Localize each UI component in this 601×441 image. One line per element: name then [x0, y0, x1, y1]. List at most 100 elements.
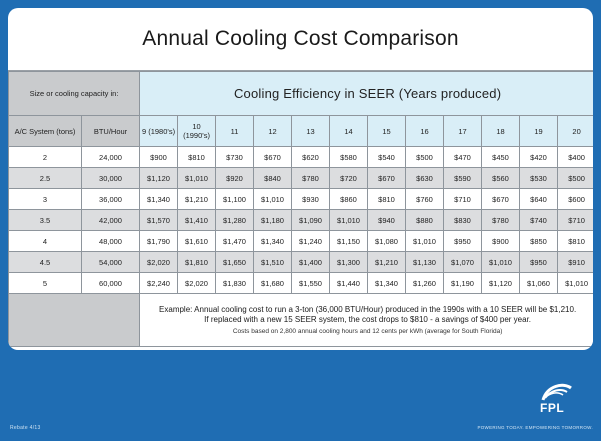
cost-cell: $1,150 [329, 230, 369, 252]
cost-cell: $1,570 [139, 209, 179, 231]
seer-col-header: 11 [215, 115, 255, 147]
page-title: Annual Cooling Cost Comparison [8, 8, 593, 71]
tons-cell: 3.5 [8, 209, 82, 231]
cost-cell: $1,410 [177, 209, 217, 231]
cost-cell: $810 [177, 146, 217, 168]
form-number: Rebate 4/13 [10, 425, 41, 431]
cost-cell: $1,010 [557, 272, 593, 294]
tons-cell: 2 [8, 146, 82, 168]
size-header: Size or cooling capacity in: [8, 71, 141, 116]
cost-cell: $850 [519, 230, 559, 252]
seer-header: Cooling Efficiency in SEER (Years produc… [139, 71, 593, 116]
cost-comparison-card: Annual Cooling Cost Comparison Size or c… [8, 8, 593, 350]
cost-cell: $470 [443, 146, 483, 168]
cost-cell: $1,470 [215, 230, 255, 252]
cost-cell: $1,180 [253, 209, 293, 231]
cost-cell: $1,550 [291, 272, 331, 294]
cost-cell: $1,120 [481, 272, 521, 294]
cost-cell: $950 [519, 251, 559, 273]
cost-cell: $1,210 [177, 188, 217, 210]
cost-cell: $1,010 [253, 188, 293, 210]
cost-cell: $1,280 [215, 209, 255, 231]
btu-cell: 54,000 [80, 251, 141, 273]
cost-cell: $1,010 [177, 167, 217, 189]
cost-cell: $830 [443, 209, 483, 231]
table-row: 3.5 42,000 $1,570 $1,410 $1,280 $1,180 $1,090 $… [8, 209, 593, 231]
table-body: 2 24,000 $900 $810 $730 $670 $620 $580 $540 $500 $… [8, 146, 593, 294]
cost-cell: $760 [405, 188, 445, 210]
cost-cell: $1,510 [253, 251, 293, 273]
cost-cell: $1,340 [139, 188, 179, 210]
cost-cell: $1,790 [139, 230, 179, 252]
cost-cell: $900 [481, 230, 521, 252]
tagline: POWERING TODAY. EMPOWERING TOMORROW. [477, 425, 593, 430]
cost-cell: $880 [405, 209, 445, 231]
cost-cell: $940 [367, 209, 407, 231]
cost-cell: $1,060 [519, 272, 559, 294]
cost-cell: $1,440 [329, 272, 369, 294]
cost-cell: $580 [329, 146, 369, 168]
cost-cell: $1,120 [139, 167, 179, 189]
tons-cell: 5 [8, 272, 82, 294]
cost-cell: $1,090 [291, 209, 331, 231]
cost-cell: $910 [557, 251, 593, 273]
table-row: 3 36,000 $1,340 $1,210 $1,100 $1,010 $930 $860 $… [8, 188, 593, 210]
seer-col-header: 19 [519, 115, 559, 147]
btu-cell: 42,000 [80, 209, 141, 231]
cost-cell: $640 [519, 188, 559, 210]
cost-cell: $1,400 [291, 251, 331, 273]
cost-cell: $920 [215, 167, 255, 189]
example-spacer [8, 293, 141, 347]
cost-cell: $2,240 [139, 272, 179, 294]
seer-col-header: 18 [481, 115, 521, 147]
fpl-sun-logo-icon [541, 383, 572, 401]
cost-cell: $590 [443, 167, 483, 189]
cost-cell: $740 [519, 209, 559, 231]
cost-cell: $2,020 [139, 251, 179, 273]
cost-cell: $1,100 [215, 188, 255, 210]
cost-cell: $500 [557, 167, 593, 189]
cost-cell: $1,190 [443, 272, 483, 294]
cost-cell: $710 [443, 188, 483, 210]
cost-cell: $1,610 [177, 230, 217, 252]
seer-col-header: 10 (1990's) [177, 115, 217, 147]
fpl-logo-text: FPL [540, 401, 565, 415]
cost-cell: $420 [519, 146, 559, 168]
cost-cell: $950 [443, 230, 483, 252]
seer-col-header: 9 (1980's) [139, 115, 179, 147]
cost-cell: $450 [481, 146, 521, 168]
table-row: 4 48,000 $1,790 $1,610 $1,470 $1,340 $1,240 $1,… [8, 230, 593, 252]
cost-table: Size or cooling capacity in: Cooling Eff… [8, 71, 593, 347]
cost-cell: $860 [329, 188, 369, 210]
tons-cell: 4 [8, 230, 82, 252]
cost-cell: $1,300 [329, 251, 369, 273]
example-note: Example: Annual cooling cost to run a 3-… [139, 293, 593, 347]
cost-cell: $670 [481, 188, 521, 210]
cost-cell: $720 [329, 167, 369, 189]
seer-col-header: 14 [329, 115, 369, 147]
table-row: 4.5 54,000 $2,020 $1,810 $1,650 $1,510 $1,400 $… [8, 251, 593, 273]
seer-col-header: 16 [405, 115, 445, 147]
cost-cell: $1,070 [443, 251, 483, 273]
cost-cell: $840 [253, 167, 293, 189]
cost-cell: $1,130 [405, 251, 445, 273]
cost-cell: $1,010 [329, 209, 369, 231]
table-row: 5 60,000 $2,240 $2,020 $1,830 $1,680 $1,550 $1,… [8, 272, 593, 294]
cost-cell: $1,210 [367, 251, 407, 273]
cost-cell: $630 [405, 167, 445, 189]
cost-cell: $670 [253, 146, 293, 168]
btu-header: BTU/Hour [80, 115, 141, 147]
btu-cell: 48,000 [80, 230, 141, 252]
cost-cell: $1,240 [291, 230, 331, 252]
seer-col-header: 17 [443, 115, 483, 147]
cost-cell: $930 [291, 188, 331, 210]
cost-cell: $710 [557, 209, 593, 231]
cost-cell: $1,260 [405, 272, 445, 294]
example-line-1: Example: Annual cooling cost to run a 3-… [159, 305, 577, 314]
cost-cell: $810 [367, 188, 407, 210]
cost-cell: $810 [557, 230, 593, 252]
cost-cell: $1,340 [367, 272, 407, 294]
cost-cell: $780 [481, 209, 521, 231]
cost-cell: $530 [519, 167, 559, 189]
cost-cell: $1,830 [215, 272, 255, 294]
